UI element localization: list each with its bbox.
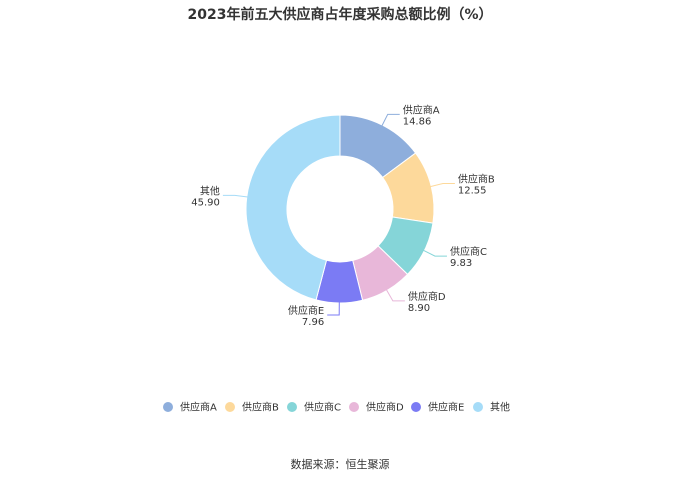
legend-marker-3 (287, 402, 297, 412)
slice-label-value-5: 7.96 (302, 317, 324, 328)
legend-label-3: 供应商C (304, 401, 341, 414)
legend-label-2: 供应商B (242, 401, 279, 414)
legend-marker-1 (163, 402, 173, 412)
leader-line-5 (327, 300, 340, 316)
leader-line-2 (429, 183, 455, 188)
slice-label-name-4: 供应商D (408, 290, 446, 303)
slice-label-value-6: 45.90 (191, 197, 220, 208)
slice-label-name-6: 其他 (200, 184, 220, 197)
chart-legend: 供应商A 供应商B 供应商C 供应商D 供应商E 其他 (163, 401, 510, 414)
legend-marker-6 (473, 402, 483, 412)
leader-line-6 (222, 194, 249, 198)
legend-marker-5 (411, 402, 421, 412)
slice-label-value-3: 9.83 (450, 258, 472, 269)
leader-line-1 (380, 113, 400, 128)
legend-label-6: 其他 (490, 401, 510, 414)
slice-label-name-2: 供应商B (458, 173, 495, 186)
slice-label-value-4: 8.90 (408, 303, 430, 314)
donut-slices (245, 114, 435, 304)
slice-label-name-1: 供应商A (403, 103, 440, 116)
slice-6 (245, 114, 341, 301)
legend-marker-2 (225, 402, 235, 412)
slice-label-value-2: 12.55 (458, 186, 487, 197)
slice-label-value-1: 14.86 (403, 116, 432, 127)
legend-label-1: 供应商A (180, 401, 217, 414)
data-source-note: 数据来源：恒生聚源 (290, 458, 390, 471)
slice-label-name-3: 供应商C (450, 245, 487, 258)
label-leader-lines (222, 113, 455, 316)
slice-label-name-5: 供应商E (288, 304, 324, 317)
legend-label-5: 供应商E (428, 401, 464, 414)
leader-line-4 (385, 288, 405, 302)
chart-title: 2023年前五大供应商占年度采购总额比例（%） (187, 7, 493, 23)
leader-line-3 (422, 249, 447, 257)
legend-marker-4 (349, 402, 359, 412)
legend-label-4: 供应商D (366, 401, 404, 414)
